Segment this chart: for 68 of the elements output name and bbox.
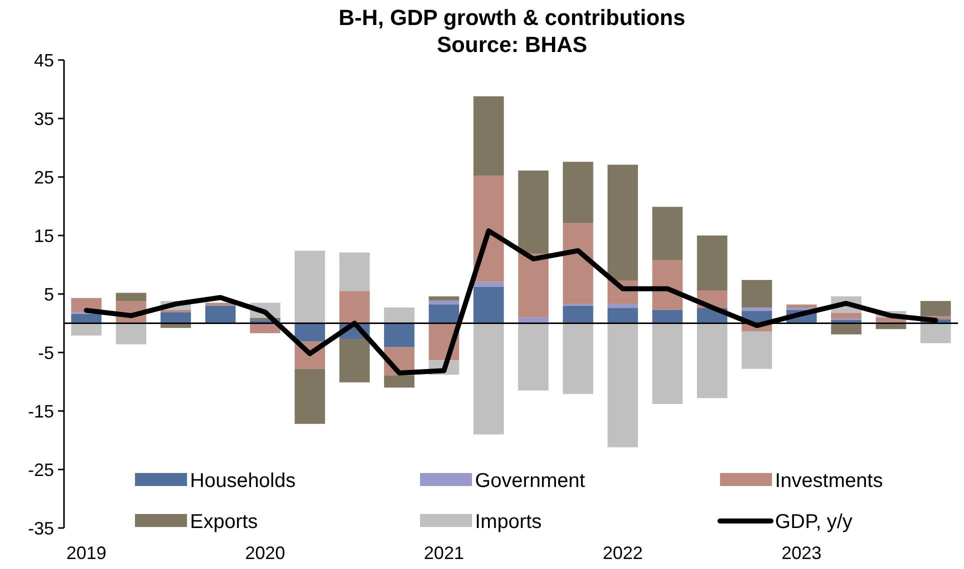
bar [608, 308, 638, 324]
bar [920, 301, 951, 316]
y-tick-label: 45 [34, 50, 54, 70]
bar [160, 312, 191, 324]
bar [294, 368, 326, 424]
bar [428, 300, 460, 305]
bar [428, 304, 460, 324]
y-tick-label: -35 [28, 518, 54, 538]
legend-label: Households [190, 470, 296, 492]
y-tick-label: 25 [34, 167, 54, 188]
y-tick-label: -15 [28, 401, 54, 422]
bar [473, 286, 504, 324]
bar [696, 323, 728, 398]
bar [562, 323, 594, 394]
bar [652, 310, 683, 324]
legend-label: Exports [190, 511, 258, 533]
bar [608, 304, 638, 308]
bar [742, 331, 772, 369]
bar [339, 291, 370, 324]
legend-label: GDP, y/y [775, 511, 852, 533]
bar [831, 312, 862, 319]
bar [518, 170, 549, 254]
chart-subtitle: Source: BHAS [436, 32, 588, 57]
x-tick-label: 2019 [66, 543, 106, 563]
bar [518, 323, 549, 391]
chart-title: B-H, GDP growth & contributions [338, 5, 686, 30]
bar [384, 307, 414, 324]
bar [473, 323, 504, 434]
bar [518, 254, 549, 318]
bar [742, 280, 772, 308]
bar [205, 306, 236, 324]
bar [562, 306, 594, 324]
y-tick-label: -5 [38, 342, 54, 363]
bar [71, 323, 102, 336]
y-tick-label: -25 [28, 460, 54, 480]
bar [562, 162, 594, 224]
bar [116, 323, 146, 344]
bar [71, 314, 102, 324]
bar [473, 282, 504, 287]
y-tick-label: 35 [34, 108, 54, 129]
bar [696, 236, 728, 290]
bar [428, 296, 460, 300]
x-tick-label: 2022 [602, 543, 643, 563]
y-tick-label: 15 [34, 226, 54, 246]
bar [831, 323, 862, 334]
legend-label: Government [475, 470, 586, 492]
bar [384, 375, 414, 388]
bar [786, 304, 817, 308]
y-tick-label: 5 [44, 284, 54, 304]
bar [294, 323, 326, 342]
bar [562, 223, 594, 304]
legend-label: Investments [775, 470, 883, 492]
x-tick-label: 2020 [245, 543, 286, 563]
bar [294, 250, 326, 324]
legend-label: Imports [475, 511, 542, 533]
x-tick-label: 2023 [782, 543, 822, 563]
bar [652, 206, 683, 260]
bar [473, 96, 504, 176]
bar [339, 252, 370, 292]
bar [652, 323, 683, 404]
bar [608, 323, 638, 448]
bar [920, 323, 951, 344]
x-tick-label: 2021 [424, 543, 464, 563]
bar [116, 292, 146, 302]
bar [608, 164, 638, 281]
bar [384, 323, 414, 348]
bar [742, 307, 772, 311]
bar [339, 339, 370, 382]
